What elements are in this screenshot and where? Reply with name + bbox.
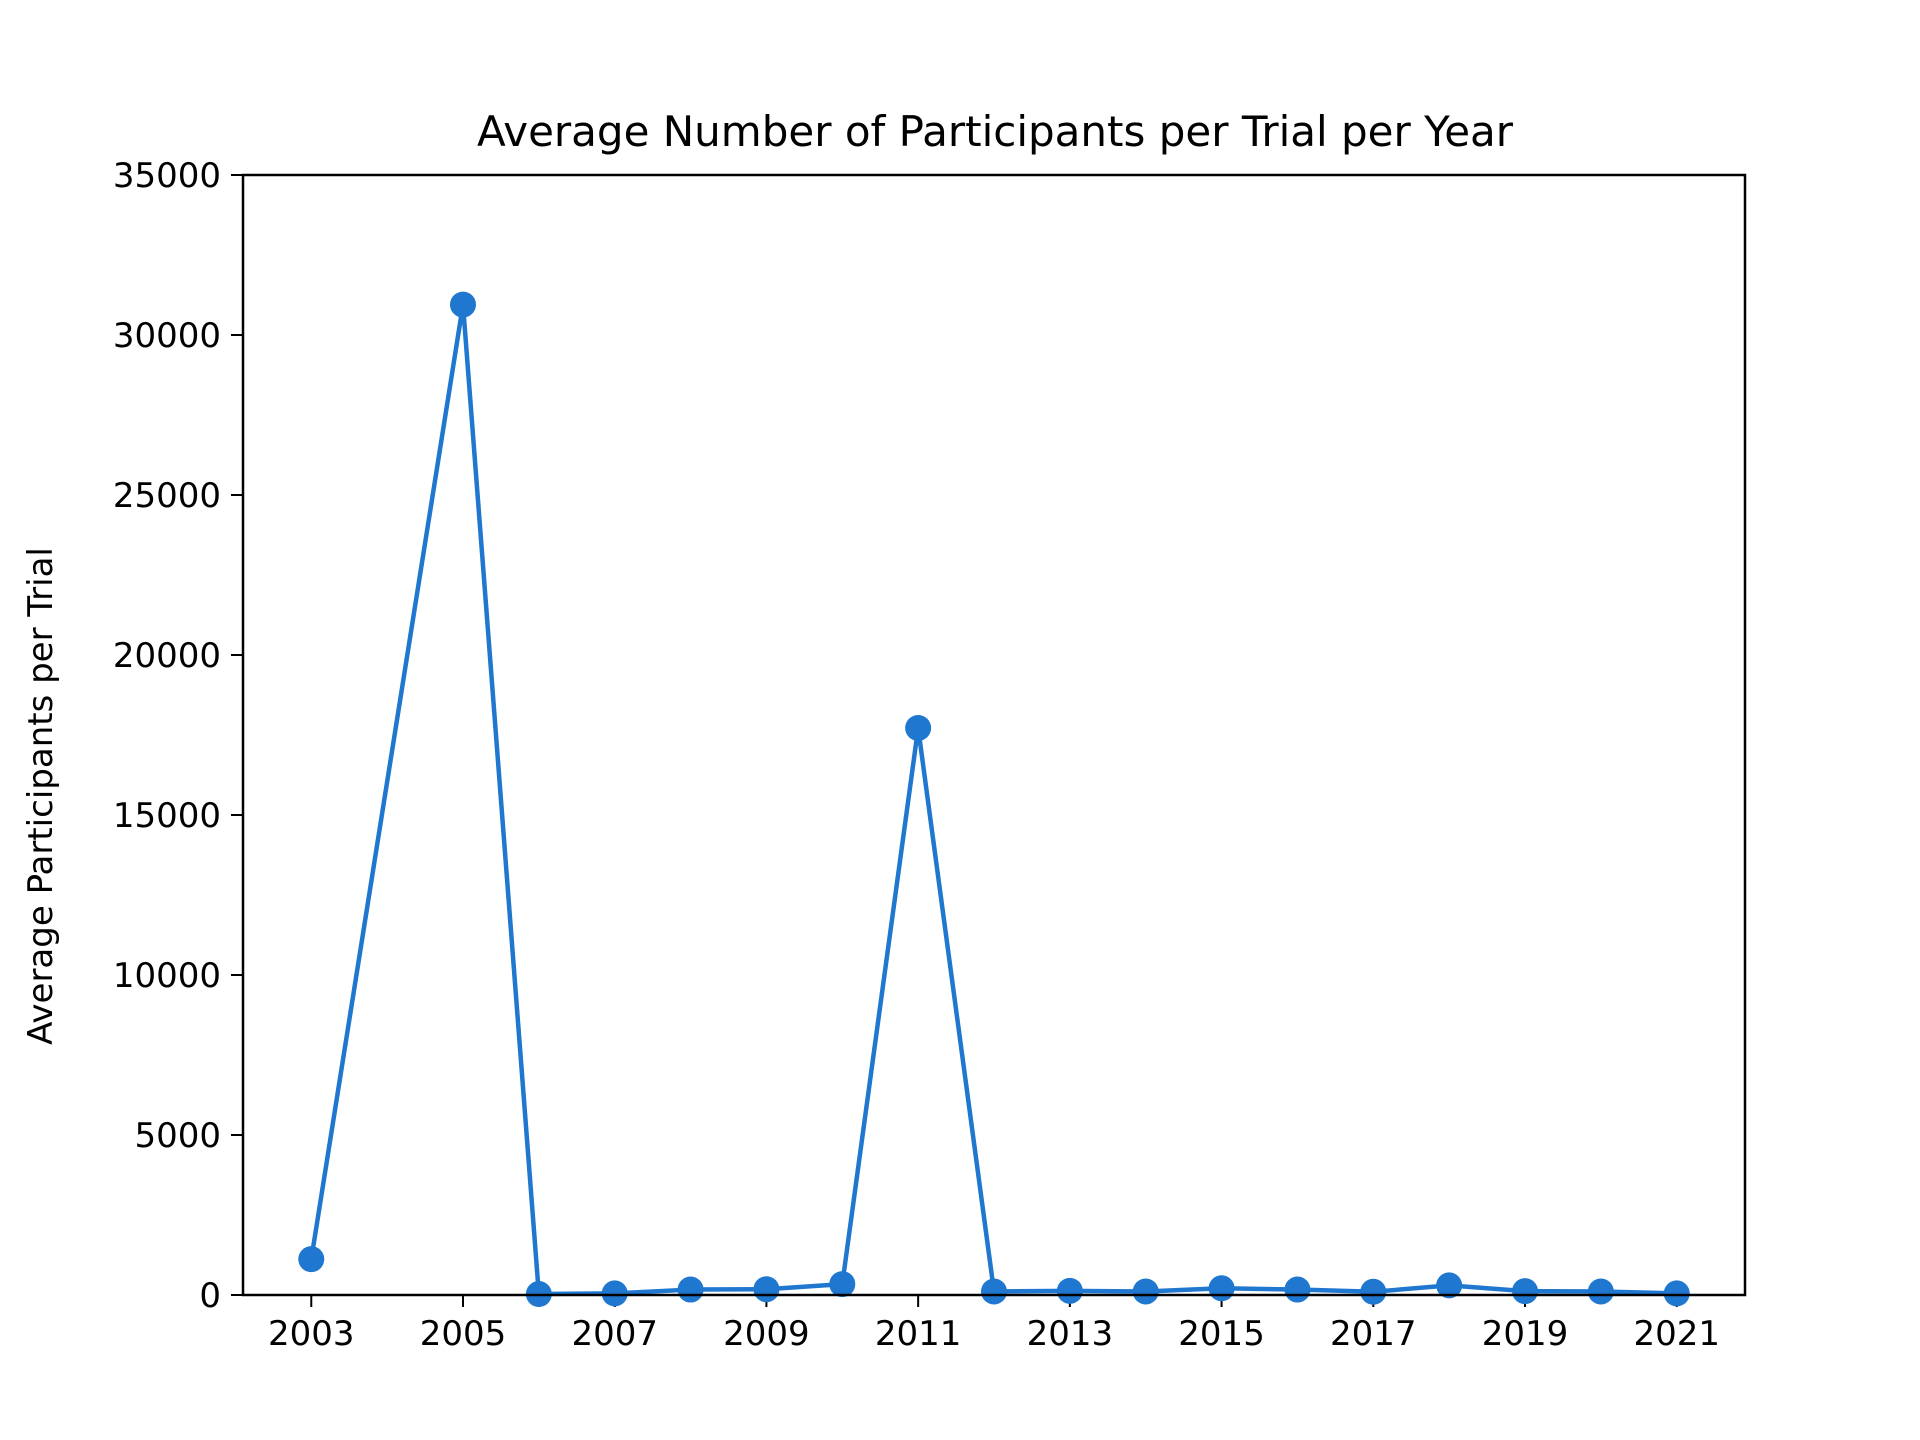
x-tick-label: 2015 [1178,1314,1265,1354]
x-tick-label: 2013 [1027,1314,1114,1354]
data-point [1056,1277,1083,1304]
data-point [829,1271,856,1298]
x-tick-label: 2009 [723,1314,810,1354]
y-axis: 0 5000 10000 15000 20000 25000 30000 35000 [113,156,243,1316]
y-tick-label: 5000 [134,1116,221,1156]
x-tick-label: 2017 [1330,1314,1417,1354]
x-tick-label: 2007 [571,1314,658,1354]
data-point [1663,1280,1690,1307]
data-point [905,714,932,741]
data-point [1436,1272,1463,1299]
chart-title: Average Number of Participants per Trial… [477,107,1514,156]
x-tick-label: 2011 [875,1314,962,1354]
y-tick-label: 35000 [113,156,221,196]
y-axis-label: Average Participants per Trial [21,547,61,1045]
data-point [1132,1278,1159,1305]
data-point [1587,1278,1614,1305]
data-point [601,1280,628,1307]
x-axis: 2003 2005 2007 2009 2011 2013 2015 2017 2019 2021 [268,1295,1720,1354]
data-point [753,1276,780,1303]
x-tick-label: 2021 [1633,1314,1720,1354]
data-point [1512,1278,1539,1305]
data-point [1360,1278,1387,1305]
y-tick-label: 20000 [113,636,221,676]
x-tick-label: 2005 [420,1314,507,1354]
y-tick-label: 10000 [113,956,221,996]
y-tick-label: 25000 [113,476,221,516]
data-point [981,1278,1007,1305]
data-point [1284,1276,1311,1303]
x-tick-label: 2003 [268,1314,355,1354]
plot-frame [241,173,1747,1297]
y-tick-label: 15000 [113,796,221,836]
x-tick-label: 2019 [1482,1314,1569,1354]
data-point [298,1246,325,1273]
series-layer [298,291,1690,1308]
series-line [309,302,1677,1297]
data-point [449,291,476,318]
y-tick-label: 0 [199,1276,221,1316]
y-tick-label: 30000 [113,316,221,356]
data-point [677,1276,704,1303]
data-point [1208,1275,1235,1302]
